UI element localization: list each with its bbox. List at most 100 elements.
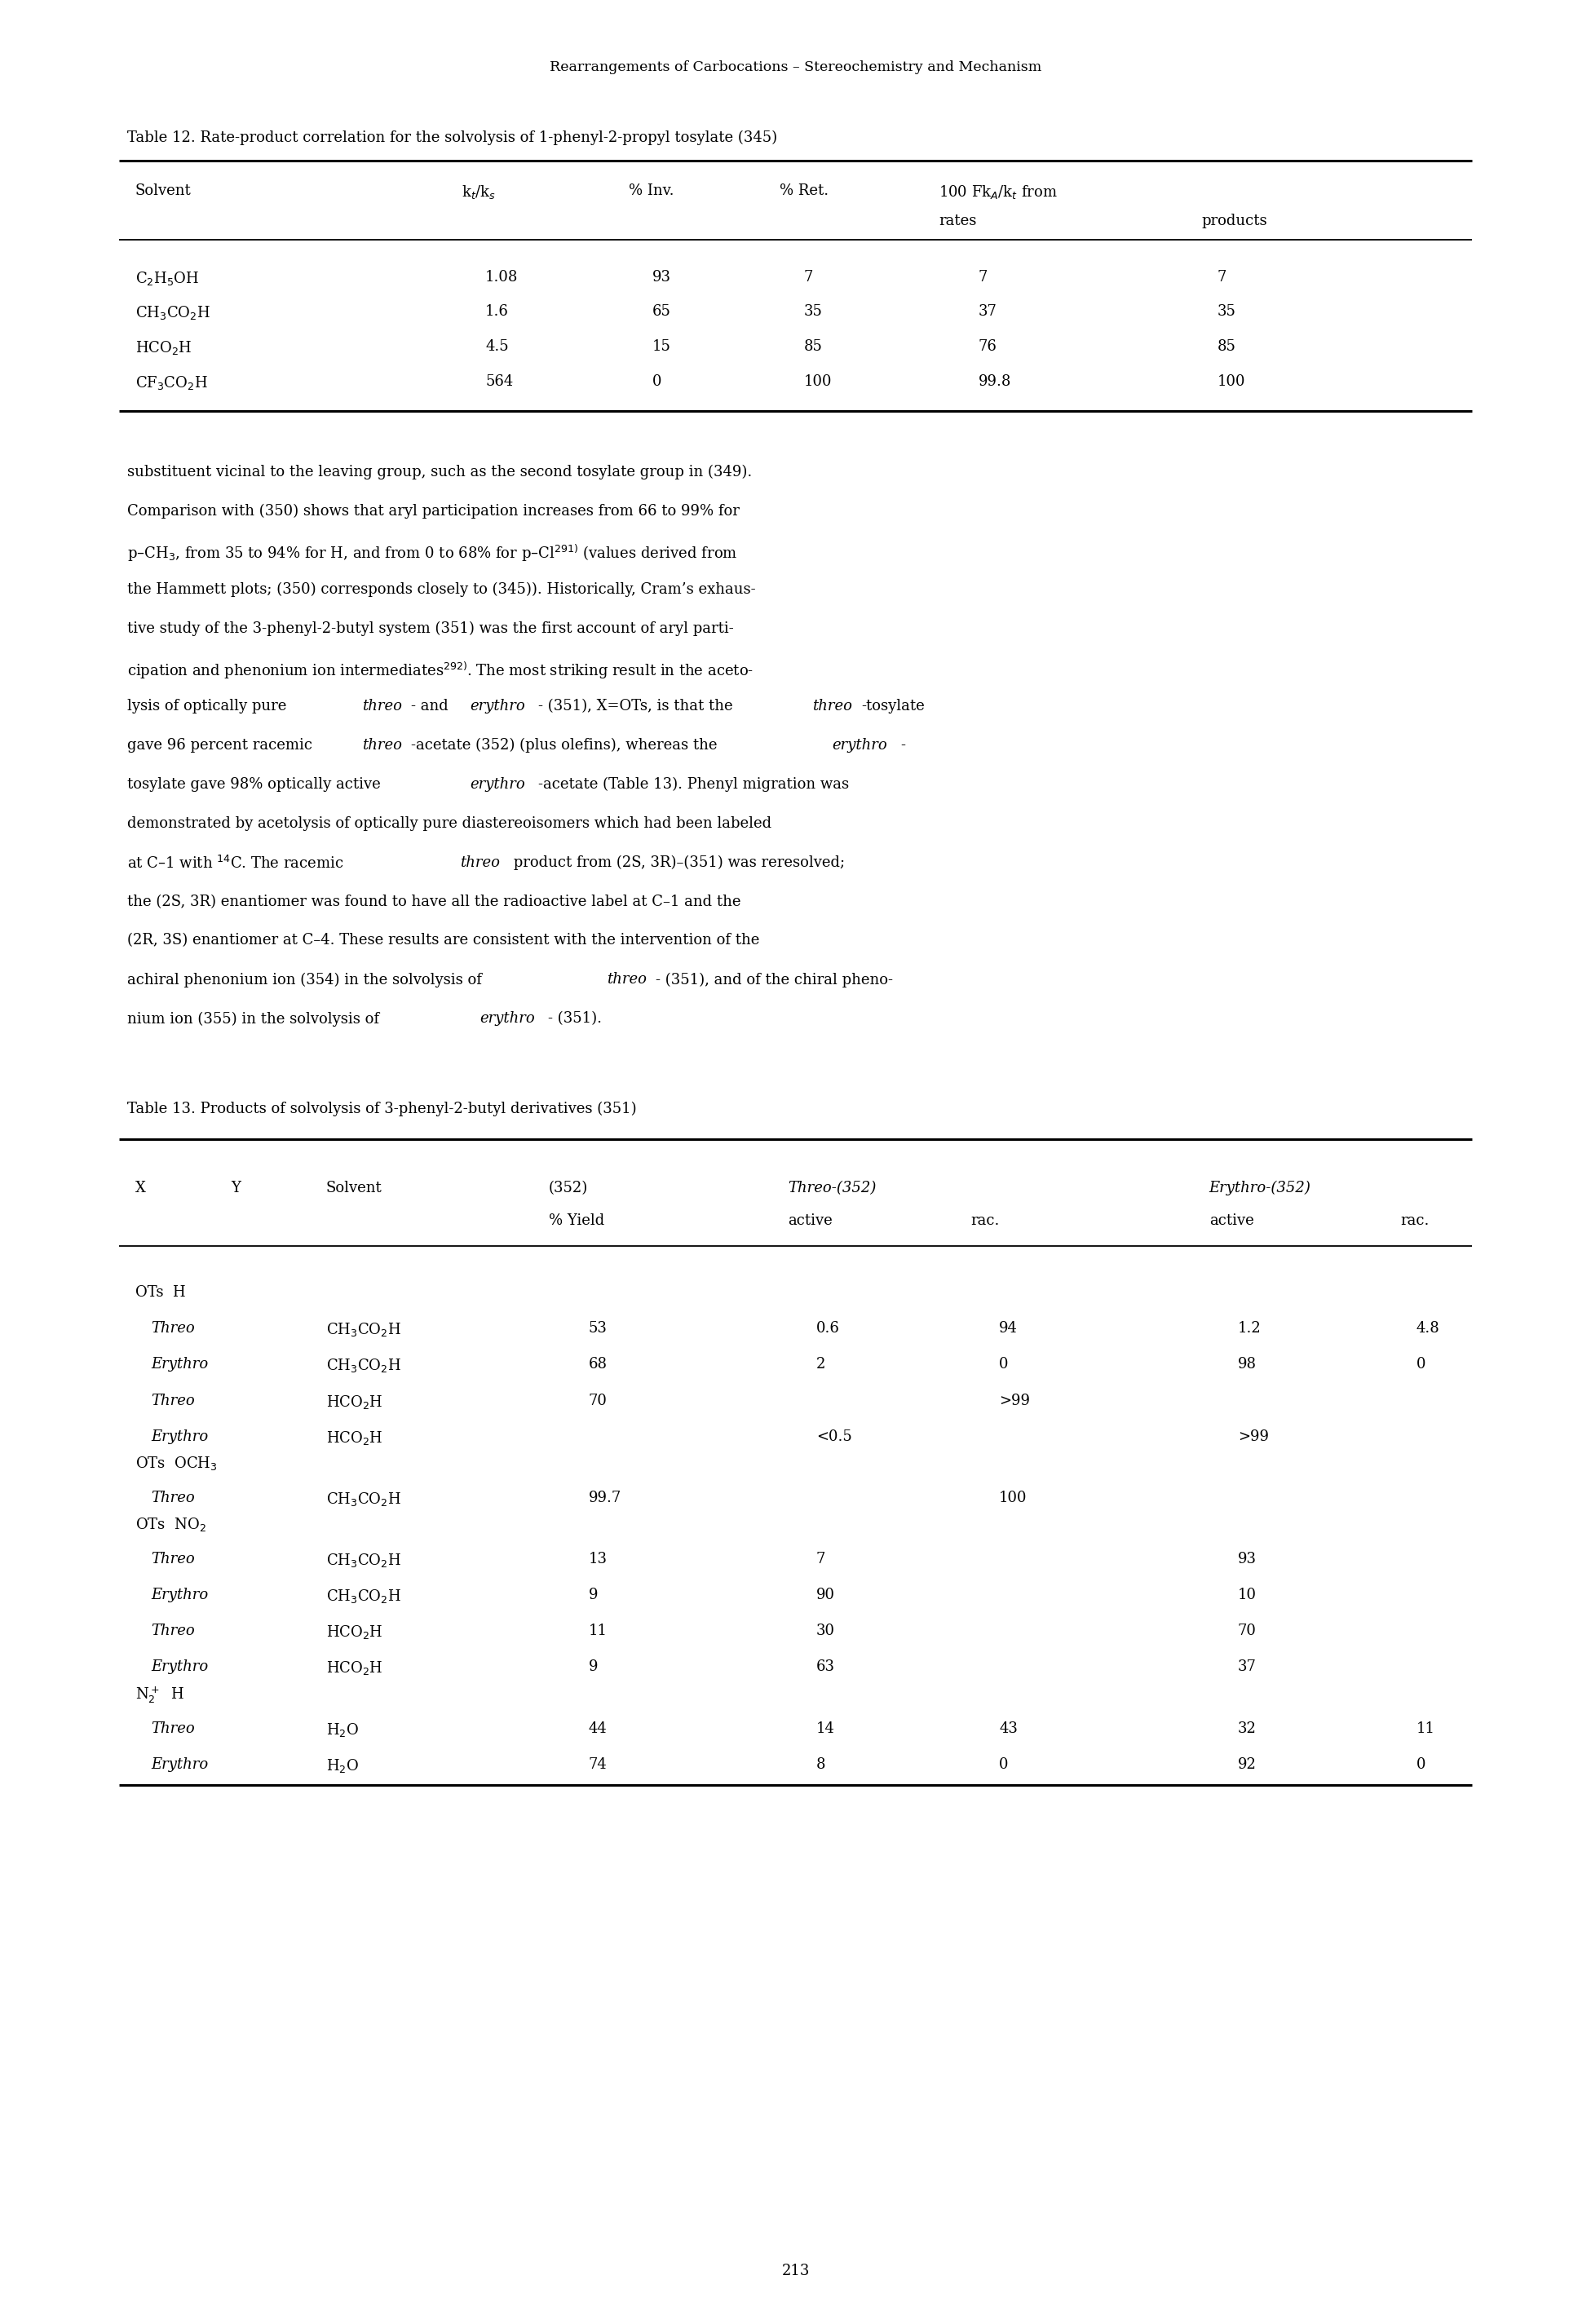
- Text: 43: 43: [999, 1722, 1018, 1736]
- Text: achiral phenonium ion (354) in the solvolysis of: achiral phenonium ion (354) in the solvo…: [127, 971, 487, 988]
- Text: 30: 30: [816, 1624, 835, 1638]
- Text: erythro: erythro: [469, 700, 525, 713]
- Text: erythro: erythro: [469, 776, 525, 792]
- Text: 4.8: 4.8: [1416, 1320, 1440, 1336]
- Text: 35: 35: [1217, 304, 1236, 318]
- Text: threo: threo: [363, 739, 403, 753]
- Text: the Hammett plots; (350) corresponds closely to (345)). Historically, Cram’s exh: the Hammett plots; (350) corresponds clo…: [127, 581, 756, 597]
- Text: 7: 7: [1217, 270, 1227, 284]
- Text: Table 13. Products of solvolysis of 3-phenyl-2-butyl derivatives (351): Table 13. Products of solvolysis of 3-ph…: [127, 1102, 636, 1116]
- Text: 7: 7: [816, 1552, 826, 1566]
- Text: 85: 85: [803, 339, 823, 353]
- Text: Erythro-(352): Erythro-(352): [1209, 1181, 1311, 1195]
- Text: demonstrated by acetolysis of optically pure diastereoisomers which had been lab: demonstrated by acetolysis of optically …: [127, 816, 772, 832]
- Text: >99: >99: [1238, 1429, 1268, 1443]
- Text: 10: 10: [1238, 1587, 1257, 1604]
- Text: 68: 68: [589, 1357, 608, 1371]
- Text: 1.6: 1.6: [485, 304, 509, 318]
- Text: lysis of optically pure: lysis of optically pure: [127, 700, 291, 713]
- Text: 37: 37: [978, 304, 998, 318]
- Text: rates: rates: [939, 214, 977, 228]
- Text: >99: >99: [999, 1392, 1029, 1408]
- Text: cipation and phenonium ion intermediates$^{292)}$. The most striking result in t: cipation and phenonium ion intermediates…: [127, 660, 754, 681]
- Text: 63: 63: [816, 1659, 835, 1676]
- Text: - (351), and of the chiral pheno-: - (351), and of the chiral pheno-: [655, 971, 893, 988]
- Text: at C–1 with $^{14}$C. The racemic: at C–1 with $^{14}$C. The racemic: [127, 855, 344, 872]
- Text: H$_2$O: H$_2$O: [326, 1757, 360, 1773]
- Text: p–CH$_3$, from 35 to 94% for H, and from 0 to 68% for p–Cl$^{291)}$ (values deri: p–CH$_3$, from 35 to 94% for H, and from…: [127, 544, 738, 562]
- Text: 1.08: 1.08: [485, 270, 519, 284]
- Text: Erythro: Erythro: [151, 1429, 208, 1443]
- Text: Threo: Threo: [151, 1552, 196, 1566]
- Text: 74: 74: [589, 1757, 608, 1771]
- Text: CH$_3$CO$_2$H: CH$_3$CO$_2$H: [135, 304, 210, 321]
- Text: rac.: rac.: [1400, 1213, 1429, 1227]
- Text: -: -: [901, 739, 905, 753]
- Text: - and: - and: [410, 700, 453, 713]
- Text: 0.6: 0.6: [816, 1320, 840, 1336]
- Text: 70: 70: [1238, 1624, 1257, 1638]
- Text: <0.5: <0.5: [816, 1429, 851, 1443]
- Text: gave 96 percent racemic: gave 96 percent racemic: [127, 739, 317, 753]
- Text: 32: 32: [1238, 1722, 1257, 1736]
- Text: 9: 9: [589, 1659, 598, 1676]
- Text: 92: 92: [1238, 1757, 1257, 1771]
- Text: 4.5: 4.5: [485, 339, 509, 353]
- Text: 53: 53: [589, 1320, 608, 1336]
- Text: 15: 15: [652, 339, 671, 353]
- Text: 1.2: 1.2: [1238, 1320, 1262, 1336]
- Text: 14: 14: [816, 1722, 835, 1736]
- Text: 70: 70: [589, 1392, 608, 1408]
- Text: Threo: Threo: [151, 1490, 196, 1506]
- Text: CH$_3$CO$_2$H: CH$_3$CO$_2$H: [326, 1357, 401, 1373]
- Text: 94: 94: [999, 1320, 1018, 1336]
- Text: Rearrangements of Carbocations – Stereochemistry and Mechanism: Rearrangements of Carbocations – Stereoc…: [549, 60, 1042, 74]
- Text: 93: 93: [1238, 1552, 1257, 1566]
- Text: 11: 11: [589, 1624, 608, 1638]
- Text: 65: 65: [652, 304, 671, 318]
- Text: 13: 13: [589, 1552, 608, 1566]
- Text: (2R, 3S) enantiomer at C–4. These results are consistent with the intervention o: (2R, 3S) enantiomer at C–4. These result…: [127, 934, 759, 948]
- Text: 8: 8: [816, 1757, 826, 1771]
- Text: X: X: [135, 1181, 146, 1195]
- Text: CH$_3$CO$_2$H: CH$_3$CO$_2$H: [326, 1320, 401, 1339]
- Text: 7: 7: [803, 270, 813, 284]
- Text: - (351), X=OTs, is that the: - (351), X=OTs, is that the: [538, 700, 738, 713]
- Text: 99.7: 99.7: [589, 1490, 622, 1506]
- Text: 93: 93: [652, 270, 671, 284]
- Text: erythro: erythro: [479, 1011, 535, 1027]
- Text: Y: Y: [231, 1181, 240, 1195]
- Text: 0: 0: [999, 1357, 1009, 1371]
- Text: -tosylate: -tosylate: [861, 700, 924, 713]
- Text: 100 Fk$_A$/k$_t$ from: 100 Fk$_A$/k$_t$ from: [939, 184, 1058, 200]
- Text: tive study of the 3-phenyl-2-butyl system (351) was the first account of aryl pa: tive study of the 3-phenyl-2-butyl syste…: [127, 621, 733, 637]
- Text: HCO$_2$H: HCO$_2$H: [326, 1429, 383, 1446]
- Text: % Ret.: % Ret.: [780, 184, 829, 198]
- Text: 44: 44: [589, 1722, 608, 1736]
- Text: Erythro: Erythro: [151, 1587, 208, 1604]
- Text: rac.: rac.: [971, 1213, 999, 1227]
- Text: 99.8: 99.8: [978, 374, 1012, 388]
- Text: HCO$_2$H: HCO$_2$H: [326, 1659, 383, 1678]
- Text: the (2S, 3R) enantiomer was found to have all the radioactive label at C–1 and t: the (2S, 3R) enantiomer was found to hav…: [127, 895, 741, 909]
- Text: 0: 0: [1416, 1357, 1426, 1371]
- Text: Erythro: Erythro: [151, 1357, 208, 1371]
- Text: -acetate (Table 13). Phenyl migration was: -acetate (Table 13). Phenyl migration wa…: [538, 776, 850, 792]
- Text: 85: 85: [1217, 339, 1236, 353]
- Text: OTs  H: OTs H: [135, 1285, 186, 1299]
- Text: 9: 9: [589, 1587, 598, 1604]
- Text: nium ion (355) in the solvolysis of: nium ion (355) in the solvolysis of: [127, 1011, 383, 1027]
- Text: Solvent: Solvent: [326, 1181, 382, 1195]
- Text: Solvent: Solvent: [135, 184, 191, 198]
- Text: 11: 11: [1416, 1722, 1435, 1736]
- Text: Erythro: Erythro: [151, 1659, 208, 1676]
- Text: 37: 37: [1238, 1659, 1257, 1676]
- Text: 564: 564: [485, 374, 514, 388]
- Text: Threo-(352): Threo-(352): [788, 1181, 877, 1195]
- Text: 7: 7: [978, 270, 988, 284]
- Text: H$_2$O: H$_2$O: [326, 1722, 360, 1738]
- Text: 0: 0: [652, 374, 662, 388]
- Text: k$_t$/k$_s$: k$_t$/k$_s$: [461, 184, 496, 200]
- Text: 100: 100: [803, 374, 832, 388]
- Text: Table 12. Rate-product correlation for the solvolysis of 1-phenyl-2-propyl tosyl: Table 12. Rate-product correlation for t…: [127, 130, 778, 144]
